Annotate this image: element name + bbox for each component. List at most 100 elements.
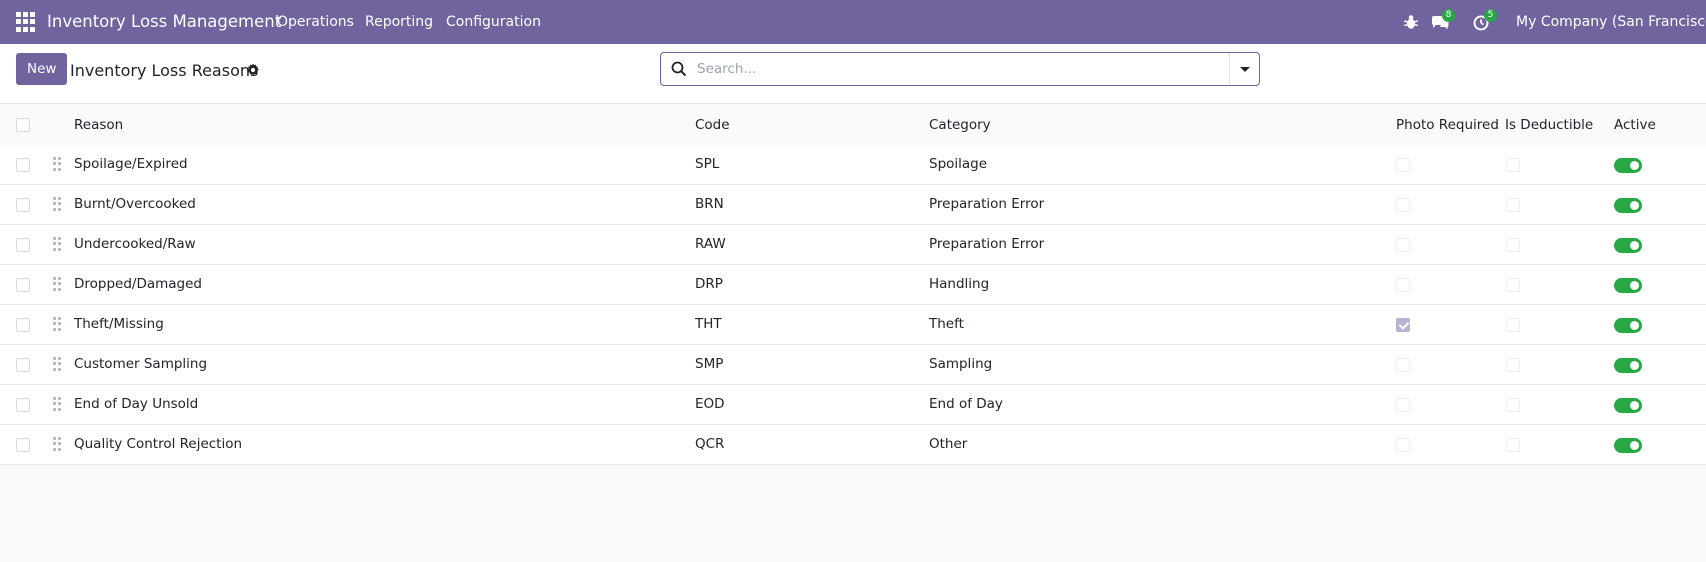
table-row[interactable]: Burnt/Overcooked BRN Preparation Error [0, 185, 1706, 225]
table-header: Reason Code Category Photo Required Is D… [0, 105, 1706, 145]
activities-badge: 5 [1484, 9, 1497, 22]
is-deductible-checkbox[interactable] [1506, 438, 1520, 452]
messages-badge: 8 [1442, 9, 1455, 22]
cell-category: Sampling [929, 356, 993, 372]
drag-handle-icon[interactable] [53, 197, 61, 211]
photo-required-checkbox[interactable] [1396, 358, 1410, 372]
column-header-code[interactable]: Code [695, 117, 730, 133]
table-body: Spoilage/Expired SPL Spoilage Burnt/Overcoo… [0, 145, 1706, 465]
active-toggle[interactable] [1614, 278, 1642, 293]
top-navbar: Inventory Loss Management Operations Rep… [0, 0, 1706, 44]
drag-handle-icon[interactable] [53, 357, 61, 371]
column-header-category[interactable]: Category [929, 117, 991, 133]
search-bar [660, 52, 1260, 86]
cell-reason: Customer Sampling [74, 356, 208, 372]
photo-required-checkbox[interactable] [1396, 398, 1410, 412]
cell-category: End of Day [929, 396, 1003, 412]
drag-handle-icon[interactable] [53, 397, 61, 411]
cell-code: BRN [695, 196, 724, 212]
row-select-checkbox[interactable] [16, 358, 30, 372]
column-header-active[interactable]: Active [1614, 117, 1656, 133]
is-deductible-checkbox[interactable] [1506, 318, 1520, 332]
cell-code: THT [695, 316, 722, 332]
cell-code: QCR [695, 436, 725, 452]
is-deductible-checkbox[interactable] [1506, 198, 1520, 212]
is-deductible-checkbox[interactable] [1506, 238, 1520, 252]
drag-handle-icon[interactable] [53, 277, 61, 291]
caret-down-icon[interactable] [1229, 53, 1259, 85]
menu-operations[interactable]: Operations [277, 14, 354, 30]
drag-handle-icon[interactable] [53, 437, 61, 451]
active-toggle[interactable] [1614, 158, 1642, 173]
active-toggle[interactable] [1614, 358, 1642, 373]
cell-code: SMP [695, 356, 724, 372]
messages-button[interactable]: 8 [1430, 9, 1455, 32]
table-row[interactable]: Spoilage/Expired SPL Spoilage [0, 145, 1706, 185]
column-header-reason[interactable]: Reason [74, 117, 124, 133]
active-toggle[interactable] [1614, 438, 1642, 453]
photo-required-checkbox[interactable] [1396, 158, 1410, 172]
row-select-checkbox[interactable] [16, 198, 30, 212]
cell-reason: Burnt/Overcooked [74, 196, 196, 212]
photo-required-checkbox[interactable] [1396, 278, 1410, 292]
active-toggle[interactable] [1614, 318, 1642, 333]
active-toggle[interactable] [1614, 398, 1642, 413]
drag-handle-icon[interactable] [53, 237, 61, 251]
row-select-checkbox[interactable] [16, 158, 30, 172]
cell-category: Preparation Error [929, 196, 1045, 212]
activities-button[interactable]: 5 [1472, 9, 1497, 32]
row-select-checkbox[interactable] [16, 238, 30, 252]
row-select-checkbox[interactable] [16, 318, 30, 332]
new-button[interactable]: New [16, 53, 68, 85]
control-panel: New Inventory Loss Reasons [0, 44, 1706, 104]
is-deductible-checkbox[interactable] [1506, 158, 1520, 172]
table-row[interactable]: Customer Sampling SMP Sampling [0, 345, 1706, 385]
active-toggle[interactable] [1614, 238, 1642, 253]
menu-configuration[interactable]: Configuration [446, 14, 541, 30]
apps-grid-icon[interactable] [16, 12, 36, 32]
is-deductible-checkbox[interactable] [1506, 358, 1520, 372]
cell-code: DRP [695, 276, 723, 292]
gear-icon[interactable] [246, 63, 260, 77]
bug-icon[interactable] [1402, 13, 1420, 31]
page-title: Inventory Loss Reasons [70, 61, 259, 80]
cell-reason: End of Day Unsold [74, 396, 199, 412]
cell-code: SPL [695, 156, 720, 172]
is-deductible-checkbox[interactable] [1506, 278, 1520, 292]
row-select-checkbox[interactable] [16, 438, 30, 452]
photo-required-checkbox[interactable] [1396, 198, 1410, 212]
cell-reason: Spoilage/Expired [74, 156, 188, 172]
cell-reason: Dropped/Damaged [74, 276, 203, 292]
cell-code: EOD [695, 396, 725, 412]
column-header-is-deductible[interactable]: Is Deductible [1505, 117, 1594, 133]
table-row[interactable]: Undercooked/Raw RAW Preparation Error [0, 225, 1706, 265]
company-switcher[interactable]: My Company (San Francisco) [1516, 14, 1706, 30]
photo-required-checkbox[interactable] [1396, 318, 1410, 332]
menu-reporting[interactable]: Reporting [365, 14, 434, 30]
clock-icon [1473, 15, 1489, 31]
app-title[interactable]: Inventory Loss Management [47, 12, 282, 31]
table-row[interactable]: Quality Control Rejection QCR Other [0, 425, 1706, 465]
cell-category: Preparation Error [929, 236, 1045, 252]
table-row[interactable]: Dropped/Damaged DRP Handling [0, 265, 1706, 305]
table-row[interactable]: Theft/Missing THT Theft [0, 305, 1706, 345]
photo-required-checkbox[interactable] [1396, 438, 1410, 452]
row-select-checkbox[interactable] [16, 398, 30, 412]
cell-category: Handling [929, 276, 990, 292]
cell-category: Theft [929, 316, 964, 332]
cell-code: RAW [695, 236, 726, 252]
table-row[interactable]: End of Day Unsold EOD End of Day [0, 385, 1706, 425]
search-icon [671, 61, 687, 77]
is-deductible-checkbox[interactable] [1506, 398, 1520, 412]
column-header-photo-required[interactable]: Photo Required [1396, 117, 1499, 133]
row-select-checkbox[interactable] [16, 278, 30, 292]
active-toggle[interactable] [1614, 198, 1642, 213]
photo-required-checkbox[interactable] [1396, 238, 1410, 252]
list-view: Reason Code Category Photo Required Is D… [0, 105, 1706, 465]
drag-handle-icon[interactable] [53, 317, 61, 331]
cell-reason: Theft/Missing [74, 316, 164, 332]
select-all-checkbox[interactable] [16, 118, 30, 132]
drag-handle-icon[interactable] [53, 157, 61, 171]
search-input[interactable] [697, 54, 1207, 84]
cell-reason: Undercooked/Raw [74, 236, 196, 252]
